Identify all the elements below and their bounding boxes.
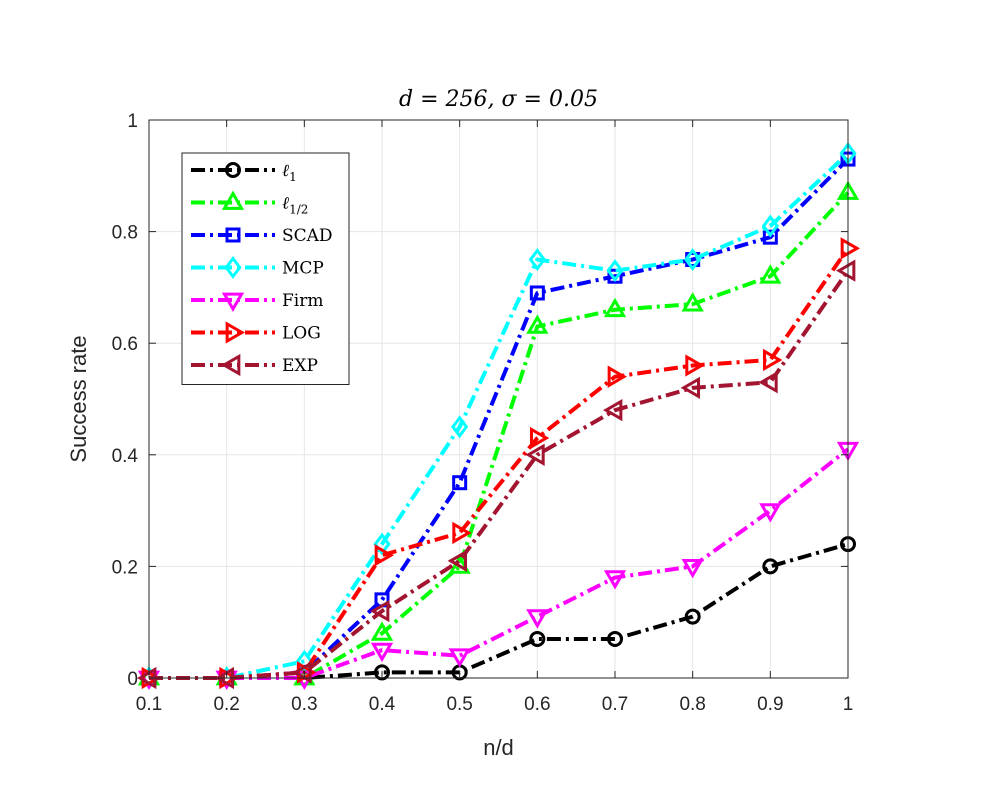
plot-frame: [148, 119, 849, 679]
data-point: [681, 292, 704, 312]
y-tick-label: 0: [127, 669, 138, 690]
data-point: [373, 532, 391, 556]
data-point: [529, 426, 550, 450]
data-point: [759, 503, 782, 523]
data-point: [526, 609, 549, 629]
x-tick-label: 0.7: [602, 694, 628, 715]
legend-item: EXP: [191, 353, 318, 377]
legend-label: LOG: [282, 324, 321, 344]
legend-item: ℓ1/2: [191, 190, 308, 217]
data-point: [451, 415, 469, 439]
data-point: [528, 248, 546, 271]
data-point: [369, 599, 390, 623]
legend-marker: [225, 227, 241, 243]
data-point: [840, 237, 861, 260]
data-point: [452, 475, 468, 491]
data-point: [684, 608, 701, 625]
series-line: [149, 152, 850, 680]
x-axis-label: n/d: [483, 735, 514, 760]
x-tick-label: 0.6: [524, 694, 550, 715]
data-point: [374, 664, 390, 681]
data-point: [835, 259, 856, 282]
data-point: [762, 558, 779, 575]
legend: ℓ1 ℓ1/2 SCAD MCP Firm LOG EXP: [181, 152, 350, 385]
data-point: [761, 214, 779, 238]
legend-label: EXP: [282, 356, 318, 376]
data-point: [684, 248, 702, 271]
legend-label: Firm: [282, 291, 323, 311]
data-point: [602, 399, 623, 422]
x-tick-label: 1: [843, 694, 854, 715]
legend-label: SCAD: [282, 226, 333, 246]
legend-item: LOG: [191, 321, 321, 344]
y-tick-label: 0.2: [112, 557, 138, 578]
data-point: [603, 570, 627, 590]
y-tick-label: 0.6: [112, 334, 138, 355]
y-tick-label: 0.4: [112, 446, 139, 467]
data-point: [296, 661, 317, 684]
legend-marker: [221, 292, 245, 313]
data-point: [607, 630, 623, 647]
legend-item: SCAD: [191, 226, 333, 246]
data-point: [292, 661, 312, 684]
data-point: [681, 559, 704, 579]
legend-marker: [224, 256, 242, 279]
legend-marker: [221, 190, 245, 210]
data-point: [607, 365, 628, 388]
data-point: [370, 642, 394, 663]
legend-marker: [225, 162, 241, 178]
x-tick-label: 0.1: [136, 694, 162, 715]
x-tick-label: 0.9: [757, 694, 783, 715]
data-point: [685, 354, 705, 377]
axis-ticks: 0.1 0.2 0.3 0.4 0.5 0.6 0.7 0.8 0.9 1 0 0.2 0.4 0.6 0.…: [112, 111, 854, 715]
data-point: [680, 376, 701, 399]
data-point: [762, 229, 778, 245]
legend-label: MCP: [282, 259, 324, 279]
data-point: [762, 348, 783, 372]
legend-item: Firm: [191, 291, 323, 313]
y-tick-label: 0.8: [112, 223, 138, 244]
legend-item: ℓ1: [191, 161, 297, 184]
x-tick-label: 0.2: [213, 694, 239, 715]
x-tick-label: 0.3: [291, 694, 317, 715]
legend-marker: [220, 353, 241, 377]
chart-title: d = 256, σ = 0.05: [399, 87, 598, 112]
x-tick-label: 0.4: [369, 694, 396, 715]
data-point: [452, 521, 472, 545]
data-point: [141, 666, 162, 690]
legend-label: ℓ1: [282, 161, 297, 184]
data-point: [759, 264, 782, 284]
data-point: [606, 259, 624, 283]
data-point: [603, 297, 627, 318]
y-axis-label: Success rate: [66, 335, 91, 462]
data-point: [370, 621, 394, 641]
data-point: [607, 268, 623, 284]
data-point: [447, 549, 468, 572]
data-point: [448, 648, 471, 668]
data-point: [526, 314, 549, 334]
series-line: [149, 269, 850, 680]
y-tick-label: 1: [127, 111, 138, 132]
data-point: [529, 630, 546, 647]
legend-label: ℓ1/2: [282, 194, 308, 217]
data-point: [374, 544, 395, 567]
x-tick-label: 0.8: [679, 694, 705, 715]
data-point: [529, 285, 545, 301]
x-tick-label: 0.5: [446, 694, 472, 715]
legend-marker: [225, 321, 246, 344]
data-point: [758, 371, 778, 394]
data-point: [525, 443, 545, 466]
legend-item: MCP: [191, 256, 324, 279]
